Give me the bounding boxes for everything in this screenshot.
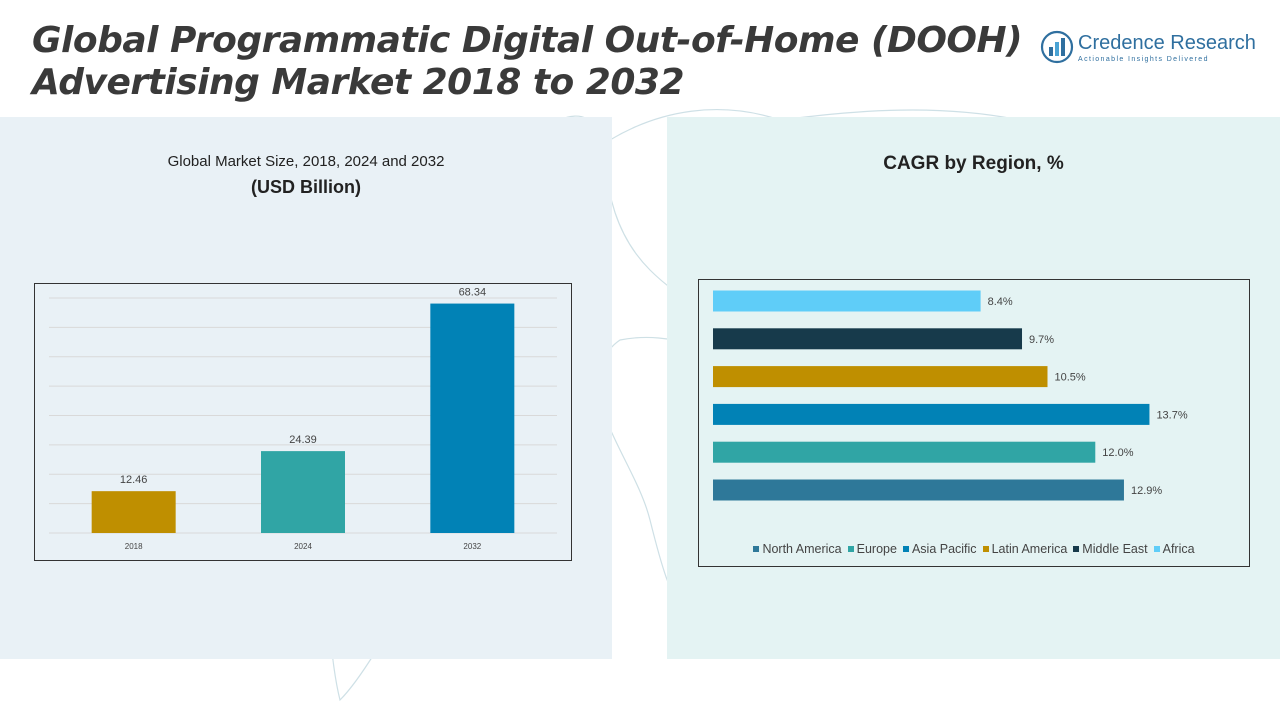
legend-item-latin-america: Latin America [982,542,1068,556]
market-size-panel: Global Market Size, 2018, 2024 and 2032 … [0,117,612,659]
legend-label: Asia Pacific [911,542,977,556]
data-label-2018: 12.46 [120,474,148,486]
bar-2032 [430,303,515,533]
legend-swatch [902,546,909,552]
market-size-unit: (USD Billion) [251,177,361,197]
credence-logo: Credence Research Actionable Insights De… [1040,30,1260,70]
legend-item-europe: Europe [847,542,897,556]
data-label-north-america: 12.9% [1131,485,1162,497]
bar-latin-america [713,366,1048,388]
bar-middle-east [713,328,1023,350]
legend-swatch [1073,546,1080,552]
legend-swatch [847,546,854,552]
credence-logo-icon [1040,30,1074,64]
data-label-asia-pacific: 13.7% [1156,409,1187,421]
data-label-2024: 24.39 [289,434,317,446]
legend-label: Europe [856,542,897,556]
cagr-title: CAGR by Region, % [883,153,1064,174]
x-tick-label-2032: 2032 [463,542,481,551]
cagr-panel: CAGR by Region, % 12.9% 12.0% 13.7% 10.5% 9.… [667,117,1280,659]
bar-2018 [91,491,176,533]
data-label-latin-america: 10.5% [1055,372,1086,384]
legend-swatch [753,546,760,552]
market-size-chart: 12.46 2018 24.39 2024 68.34 2032 [34,283,572,561]
bar-africa [713,290,981,312]
x-tick-label-2018: 2018 [125,542,143,551]
cagr-chart: 12.9% 12.0% 13.7% 10.5% 9.7% 8.4% North Ameri… [698,279,1250,567]
legend-item-africa: Africa [1153,542,1195,556]
legend-item-middle-east: Middle East [1073,542,1148,556]
x-tick-label-2024: 2024 [294,542,312,551]
data-label-africa: 8.4% [988,296,1013,308]
bar-2024 [261,451,345,533]
logo-name: Credence Research [1078,32,1256,54]
cagr-bar-chart: 12.9% 12.0% 13.7% 10.5% 9.7% 8.4% [713,290,1188,501]
data-label-middle-east: 9.7% [1029,334,1054,346]
legend-label: North America [762,542,842,556]
legend-item-north-america: North America [753,542,842,556]
title-line-1: Global Programmatic Digital Out-of-Home … [32,20,1023,61]
legend-label: Africa [1162,542,1195,556]
bar-north-america [713,479,1124,501]
cagr-legend: North America Europe Asia Pacific Latin Ame… [699,542,1249,556]
bar-asia-pacific [713,403,1150,425]
data-label-2032: 68.34 [459,287,487,299]
market-size-bar-chart: 12.46 2018 24.39 2024 68.34 2032 [49,287,557,551]
legend-item-asia-pacific: Asia Pacific [902,542,977,556]
legend-swatch [1153,546,1160,552]
legend-swatch [982,546,989,552]
logo-tagline: Actionable Insights Delivered [1078,56,1209,63]
title-line-2: Advertising Market 2018 to 2032 [32,62,685,103]
market-size-subtitle: Global Market Size, 2018, 2024 and 2032 [167,153,445,170]
data-label-europe: 12.0% [1102,447,1133,459]
page-title: Global Programmatic Digital Out-of-Home … [32,20,1023,104]
legend-label: Middle East [1082,542,1148,556]
legend-label: Latin America [991,542,1068,556]
bar-europe [713,441,1096,463]
